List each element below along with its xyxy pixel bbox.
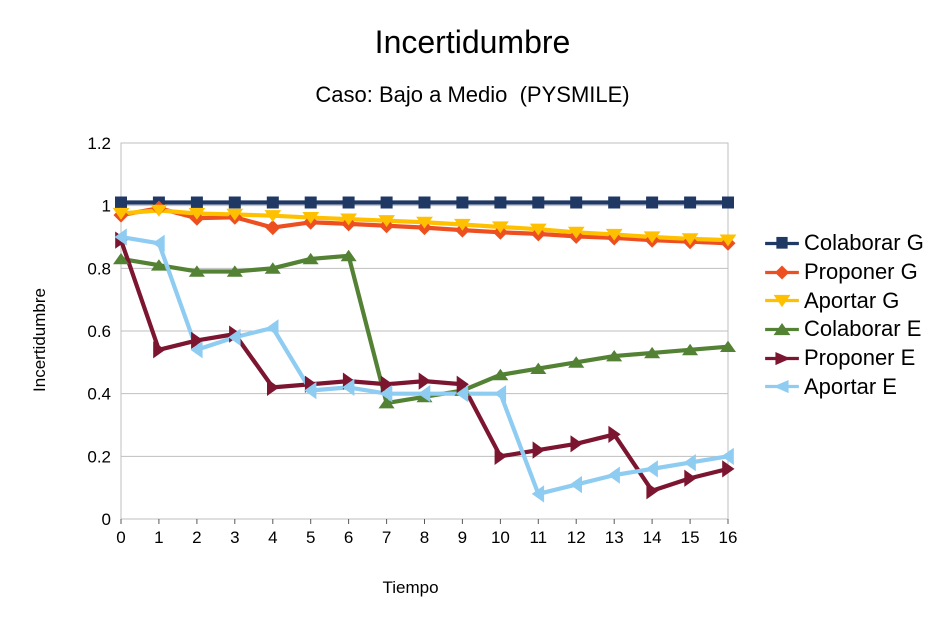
- svg-text:8: 8: [420, 528, 429, 547]
- svg-text:0.4: 0.4: [87, 385, 111, 404]
- svg-text:2: 2: [192, 528, 201, 547]
- svg-text:10: 10: [491, 528, 510, 547]
- svg-text:12: 12: [567, 528, 586, 547]
- svg-text:6: 6: [344, 528, 353, 547]
- svg-text:13: 13: [605, 528, 624, 547]
- svg-text:9: 9: [458, 528, 467, 547]
- svg-text:1: 1: [102, 197, 111, 216]
- svg-text:0.8: 0.8: [87, 259, 111, 278]
- svg-text:1.2: 1.2: [87, 134, 111, 153]
- svg-text:4: 4: [268, 528, 277, 547]
- svg-text:15: 15: [681, 528, 700, 547]
- svg-text:3: 3: [230, 528, 239, 547]
- svg-text:11: 11: [529, 528, 547, 547]
- svg-text:0.6: 0.6: [87, 322, 111, 341]
- svg-text:5: 5: [306, 528, 315, 547]
- svg-text:0.2: 0.2: [87, 447, 111, 466]
- svg-text:0: 0: [116, 528, 125, 547]
- svg-text:16: 16: [719, 528, 738, 547]
- svg-text:1: 1: [154, 528, 163, 547]
- svg-text:0: 0: [102, 510, 111, 529]
- svg-text:7: 7: [382, 528, 391, 547]
- svg-text:14: 14: [643, 528, 662, 547]
